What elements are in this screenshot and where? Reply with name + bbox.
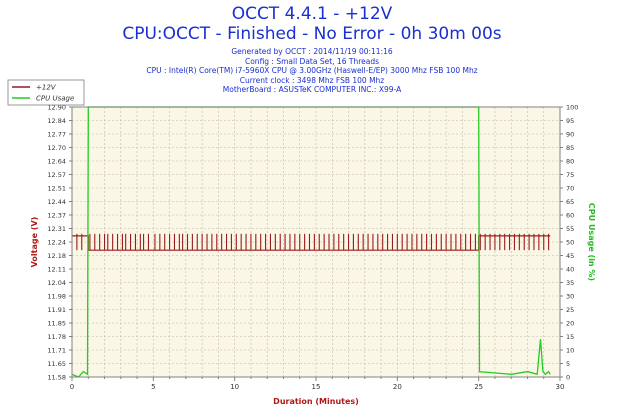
- y-left-tick-label: 12.31: [47, 225, 66, 233]
- y-right-tick-label: 35: [566, 279, 574, 287]
- y-right-tick-label: 65: [566, 198, 574, 206]
- y-right-tick-label: 45: [566, 252, 574, 260]
- y-right-tick-label: 80: [566, 158, 574, 166]
- y-right-tick-label: 90: [566, 131, 574, 139]
- y-left-tick-label: 12.18: [47, 252, 66, 260]
- legend: +12V CPU Usage: [7, 79, 85, 106]
- y-left-tick-label: 12.64: [47, 158, 66, 166]
- y-right-tick-label: 0: [566, 374, 570, 382]
- y-left-axis-title: Voltage (V): [30, 217, 39, 268]
- y-left-tick-label: 12.90: [47, 104, 66, 112]
- info-generated: Generated by OCCT : 2014/11/19 00:11:16: [231, 47, 393, 56]
- y-left-tick-label: 12.84: [47, 117, 66, 125]
- y-right-tick-label: 5: [566, 360, 570, 368]
- y-left-tick-label: 11.58: [47, 374, 66, 382]
- x-tick-label: 10: [230, 383, 239, 391]
- info-config: Config : Small Data Set, 16 Threads: [244, 56, 379, 66]
- legend-label: +12V: [36, 84, 57, 92]
- info-motherboard: MotherBoard : ASUSTeK COMPUTER INC.: X99…: [222, 85, 402, 95]
- y-right-tick-label: 60: [566, 212, 574, 220]
- y-left-tick-label: 12.70: [47, 144, 66, 152]
- x-tick-label: 5: [151, 383, 155, 391]
- axes: 11.58 0 11.65 5 11.71 10 11.78 15 11.85 20 11.91 25…: [30, 104, 596, 407]
- y-right-tick-label: 85: [566, 144, 574, 152]
- info-cpu: CPU : Intel(R) Core(TM) i7-5960X CPU @ 3…: [146, 66, 478, 76]
- y-right-tick-label: 15: [566, 333, 574, 341]
- y-left-tick-label: 11.71: [47, 347, 66, 355]
- cpu-usage-series-line: [71, 106, 551, 378]
- y-right-axis-title: CPU Usage (in %): [587, 203, 596, 281]
- y-right-tick-label: 55: [566, 225, 574, 233]
- y-left-tick-label: 12.51: [47, 185, 66, 193]
- x-tick-label: 0: [70, 383, 74, 391]
- x-tick-label: 25: [474, 383, 483, 391]
- y-left-tick-label: 11.85: [47, 320, 66, 328]
- y-right-tick-label: 70: [566, 185, 574, 193]
- y-right-tick-label: 20: [566, 320, 574, 328]
- y-right-tick-label: 25: [566, 306, 574, 314]
- chart-title: OCCT 4.4.1 - +12V: [231, 4, 393, 24]
- y-left-tick-label: 12.24: [47, 239, 66, 247]
- y-left-tick-label: 12.44: [47, 198, 66, 206]
- y-left-tick-label: 11.78: [47, 333, 66, 341]
- info-clock: Current clock : 3498 Mhz FSB 100 Mhz: [239, 75, 385, 85]
- y-left-tick-label: 12.04: [47, 279, 66, 287]
- legend-box: [7, 79, 85, 106]
- y-right-tick-label: 30: [566, 293, 574, 301]
- legend-label: CPU Usage: [36, 95, 74, 103]
- y-right-tick-label: 40: [566, 266, 574, 274]
- y-left-tick-label: 11.65: [47, 360, 66, 368]
- voltage-series-line: [72, 235, 551, 251]
- y-left-tick-label: 12.57: [47, 171, 66, 179]
- y-right-tick-label: 75: [566, 171, 574, 179]
- system-info: Generated by OCCT : 2014/11/19 00:11:16 …: [0, 47, 624, 95]
- y-right-tick-label: 95: [566, 117, 574, 125]
- chart-subtitle: CPU:OCCT - Finished - No Error - 0h 30m …: [122, 24, 502, 44]
- grid: [72, 107, 560, 377]
- y-left-tick-label: 11.91: [47, 306, 66, 314]
- y-right-tick-label: 50: [566, 239, 574, 247]
- y-right-tick-label: 100: [566, 104, 578, 112]
- y-left-tick-label: 11.98: [47, 293, 66, 301]
- y-left-tick-label: 12.37: [47, 212, 66, 220]
- series: [71, 106, 551, 378]
- y-right-tick-label: 10: [566, 347, 574, 355]
- x-axis-title: Duration (Minutes): [273, 397, 359, 406]
- x-tick-label: 20: [393, 383, 402, 391]
- x-tick-label: 30: [556, 383, 565, 391]
- x-tick-label: 15: [312, 383, 321, 391]
- y-left-tick-label: 12.11: [47, 266, 66, 274]
- y-left-tick-label: 12.77: [47, 131, 66, 139]
